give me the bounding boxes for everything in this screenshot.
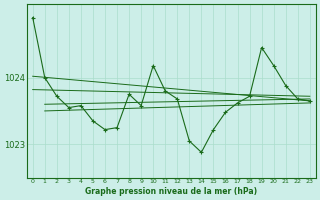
X-axis label: Graphe pression niveau de la mer (hPa): Graphe pression niveau de la mer (hPa) [85, 187, 257, 196]
